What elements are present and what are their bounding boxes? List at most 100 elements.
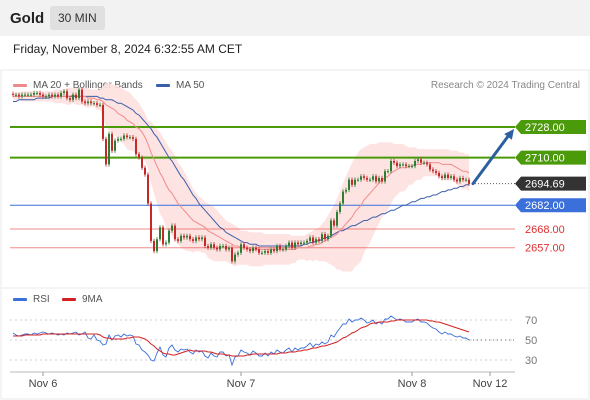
candle-body: [339, 203, 341, 212]
candle-body: [234, 254, 236, 262]
research-credit: Research © 2024 Trading Central: [430, 80, 580, 91]
candle-body: [141, 157, 143, 168]
candle-body: [348, 179, 350, 190]
candle-body: [63, 91, 65, 93]
candle-body: [300, 242, 302, 245]
candle-body: [435, 171, 437, 173]
candle-body: [261, 252, 263, 254]
candle-body: [30, 94, 32, 96]
candle-body: [243, 244, 245, 248]
projection-arrowhead-icon: [504, 129, 514, 140]
candle-body: [216, 247, 218, 250]
candle-body: [198, 237, 200, 240]
rsi-tick-50: 50: [525, 335, 537, 347]
candle-body: [462, 178, 464, 180]
candle-body: [96, 103, 98, 105]
candle-body: [345, 189, 347, 192]
candle-body: [342, 191, 344, 204]
candle-body: [117, 138, 119, 141]
candle-body: [135, 138, 137, 155]
candle-body: [405, 164, 407, 167]
candle-body: [27, 94, 29, 96]
candle-body: [336, 212, 338, 226]
candle-body: [429, 164, 431, 170]
legend-rsi-label: RSI: [33, 294, 50, 305]
report-datetime: Friday, November 8, 2024 6:32:55 AM CET: [13, 42, 243, 56]
candle-body: [438, 172, 440, 177]
candle-body: [132, 137, 134, 139]
candle-body: [108, 133, 110, 165]
candle-body: [357, 179, 359, 181]
candle-body: [294, 242, 296, 248]
candle-body: [72, 94, 74, 100]
candle-body: [24, 94, 26, 96]
candle-body: [15, 94, 17, 96]
candle-body: [87, 101, 89, 104]
legend-ma9: 9MA: [62, 294, 103, 305]
candle-body: [237, 252, 239, 255]
candle-body: [147, 174, 149, 204]
candle-body: [327, 235, 329, 240]
ma50-line: [13, 95, 469, 247]
candle-body: [267, 251, 269, 253]
rsi-ma9-line: [13, 319, 470, 357]
candle-body: [384, 171, 386, 182]
candle-body: [309, 237, 311, 241]
candle-body: [228, 247, 230, 250]
candle-body: [21, 94, 23, 97]
x-label-Nov 8: Nov 8: [398, 378, 427, 390]
level-tag-bg: [515, 150, 586, 165]
candle-body: [288, 242, 290, 246]
candle-body: [387, 171, 389, 173]
candle-body: [279, 246, 281, 250]
candle-body: [75, 94, 77, 99]
candle-body: [249, 249, 251, 252]
candle-body: [354, 179, 356, 185]
legend-rsi: RSI: [13, 294, 50, 305]
candle-body: [303, 242, 305, 244]
candle-body: [222, 246, 224, 247]
candle-body: [450, 176, 452, 178]
candle-body: [453, 176, 455, 180]
candle-body: [363, 176, 365, 178]
candle-body: [204, 237, 206, 246]
timeframe-selector[interactable]: 30 MIN: [50, 6, 105, 30]
legend-ma20-bb: MA 20 + Bollinger Bands: [13, 80, 143, 91]
level-tag-2710.00: 2710.00: [515, 150, 586, 165]
candle-body: [69, 98, 71, 100]
candle-body: [246, 247, 248, 250]
ma50-swatch-icon: [156, 84, 170, 87]
candle-body: [213, 244, 215, 248]
ma20-swatch-icon: [13, 84, 27, 87]
level-label-2728.00: 2728.00: [525, 122, 565, 134]
level-tag-2728.00: 2728.00: [515, 120, 586, 134]
candle-body: [42, 94, 44, 97]
candle-body: [12, 93, 14, 95]
candle-body: [162, 227, 164, 245]
candle-body: [165, 242, 167, 245]
legend-ma50-label: MA 50: [176, 80, 205, 91]
candle-body: [396, 162, 398, 167]
candle-body: [381, 178, 383, 182]
candle-body: [150, 203, 152, 241]
level-label-2694.69: 2694.69: [525, 179, 565, 191]
candle-body: [468, 179, 470, 184]
candle-body: [264, 251, 266, 253]
x-label-Nov 7: Nov 7: [227, 378, 256, 390]
candle-body: [408, 166, 410, 168]
rsi-line: [12, 315, 470, 367]
candle-body: [444, 174, 446, 178]
level-label-2668.00: 2668.00: [525, 224, 565, 236]
candle-body: [114, 140, 116, 151]
candle-body: [66, 91, 68, 99]
candle-body: [459, 178, 461, 182]
candle-body: [324, 234, 326, 240]
candle-body: [90, 101, 92, 104]
candle-body: [465, 179, 467, 181]
candle-body: [282, 249, 284, 251]
x-label-Nov 6: Nov 6: [29, 378, 58, 390]
candle-body: [45, 96, 47, 98]
candle-body: [432, 169, 434, 172]
level-tag-bg: [515, 176, 586, 191]
